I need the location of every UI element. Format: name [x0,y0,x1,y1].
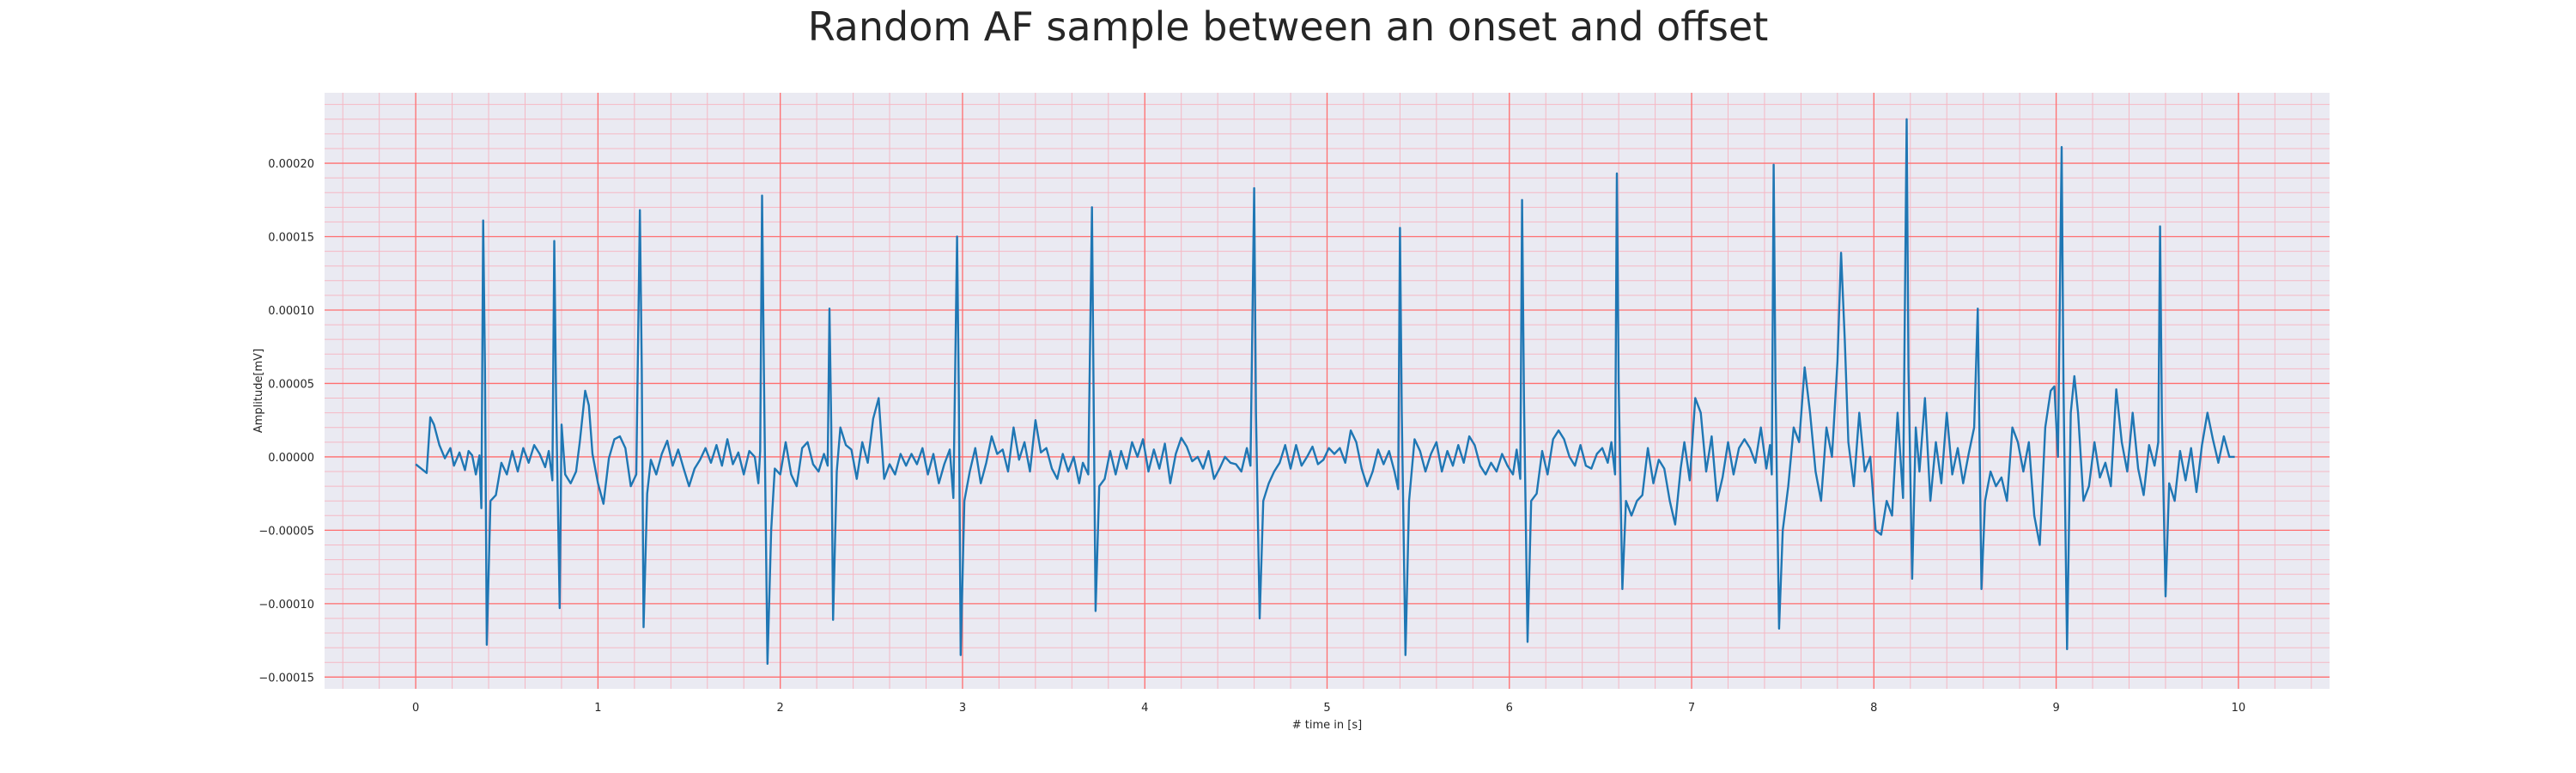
y-tick-label: 0.00005 [268,378,314,391]
x-tick-label: 1 [594,702,601,715]
y-tick-label: 0.00000 [268,452,314,465]
y-tick-label: −0.00005 [258,525,314,538]
y-tick-label: −0.00010 [258,599,314,612]
x-tick-label: 8 [1870,702,1877,715]
x-tick-label: 4 [1141,702,1148,715]
x-tick-label: 7 [1688,702,1695,715]
y-tick-label: 0.00010 [268,305,314,318]
y-tick-labels: −0.00015 −0.00010 −0.00005 0.00000 0.00005 0.… [258,158,314,685]
y-tick-label: −0.00015 [258,672,314,685]
x-axis-label: # time in [s] [1292,719,1362,732]
y-axis-label: Amplitude[mV] [252,349,265,433]
x-tick-label: 6 [1506,702,1513,715]
x-tick-label: 9 [2052,702,2059,715]
x-tick-label: 3 [959,702,966,715]
x-tick-label: 0 [412,702,419,715]
x-tick-label: 5 [1323,702,1330,715]
y-tick-label: 0.00015 [268,232,314,245]
x-tick-labels: 0 1 2 3 4 5 6 7 8 9 10 [412,702,2245,715]
x-tick-label: 10 [2232,702,2246,715]
y-tick-label: 0.00020 [268,158,314,171]
x-tick-label: 2 [777,702,784,715]
